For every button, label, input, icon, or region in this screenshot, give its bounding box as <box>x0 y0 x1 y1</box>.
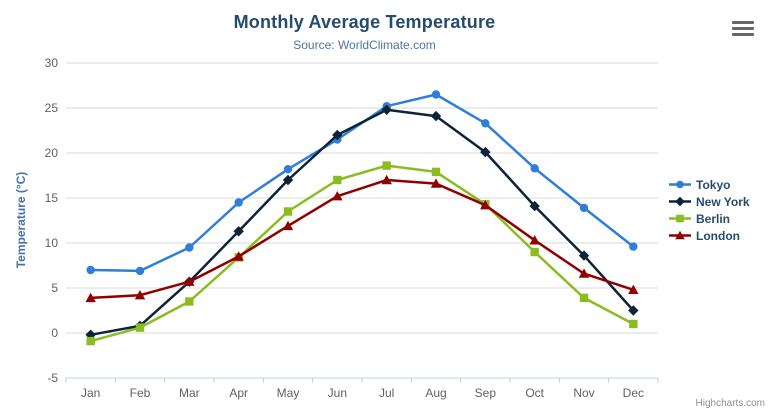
marker-london[interactable] <box>134 290 146 300</box>
hamburger-icon <box>732 27 754 30</box>
marker-tokyo[interactable] <box>431 90 441 99</box>
legend-marker-london[interactable] <box>675 230 685 240</box>
marker-tokyo[interactable] <box>481 119 490 128</box>
marker-new-york[interactable] <box>381 104 392 115</box>
credits-link[interactable]: Highcharts.com <box>695 398 765 409</box>
legend-label: New York <box>696 194 750 209</box>
chart-subtitle: Source: WorldClimate.com <box>293 38 436 52</box>
series-line-tokyo <box>89 93 635 273</box>
legend-marker-icon <box>669 196 691 207</box>
marker-berlin[interactable] <box>530 247 539 257</box>
y-axis-tick-label: 30 <box>45 56 59 70</box>
y-axis-tick-label: 10 <box>45 236 59 250</box>
x-axis-tick-label: Apr <box>229 386 248 400</box>
legend-item-new-york[interactable]: New York <box>669 193 750 210</box>
marker-new-york[interactable] <box>578 250 590 261</box>
x-axis-tick-label: Jul <box>379 386 394 400</box>
y-axis-tick-label: 20 <box>45 146 59 160</box>
y-axis-tick-label: 15 <box>45 191 59 205</box>
marker-new-york[interactable] <box>233 226 244 237</box>
marker-new-york[interactable] <box>480 146 491 158</box>
marker-tokyo[interactable] <box>185 243 194 252</box>
x-axis-tick-label: Aug <box>425 386 446 400</box>
marker-berlin[interactable] <box>431 167 441 177</box>
marker-london[interactable] <box>578 268 590 278</box>
marker-london[interactable] <box>85 292 96 303</box>
marker-berlin[interactable] <box>333 175 342 185</box>
legend-marker-icon <box>669 230 691 240</box>
x-axis-tick-label: Dec <box>623 386 644 400</box>
legend-marker-icon <box>669 180 691 189</box>
marker-new-york[interactable] <box>282 174 294 186</box>
chart-title: Monthly Average Temperature <box>233 12 496 32</box>
x-axis-tick-label: Nov <box>573 386 594 400</box>
marker-berlin[interactable] <box>629 319 638 329</box>
marker-london[interactable] <box>233 251 244 261</box>
series-line-berlin <box>89 164 635 343</box>
marker-london[interactable] <box>529 235 540 245</box>
marker-london[interactable] <box>628 284 639 294</box>
x-axis-tick-label: Mar <box>179 386 200 400</box>
series-line-new-york <box>89 108 635 337</box>
x-axis-tick-label: Oct <box>525 386 544 400</box>
legend-label: London <box>696 228 740 243</box>
marker-berlin[interactable] <box>382 161 391 170</box>
x-axis-tick-label: Sep <box>475 386 497 400</box>
marker-london[interactable] <box>381 174 392 185</box>
marker-berlin[interactable] <box>283 207 293 216</box>
legend: Tokyo New York Berlin London <box>669 176 750 244</box>
marker-tokyo[interactable] <box>234 198 243 207</box>
marker-london[interactable] <box>282 220 294 231</box>
marker-berlin[interactable] <box>135 323 145 332</box>
marker-tokyo[interactable] <box>629 242 638 251</box>
legend-marker-icon <box>669 214 691 223</box>
marker-new-york[interactable] <box>430 110 442 122</box>
y-axis-tick-label: 25 <box>45 101 59 115</box>
marker-tokyo[interactable] <box>135 266 145 276</box>
marker-london[interactable] <box>430 178 442 188</box>
legend-marker-tokyo[interactable] <box>676 180 684 189</box>
marker-london[interactable] <box>332 191 343 201</box>
hamburger-icon <box>732 21 754 24</box>
export-menu-button[interactable] <box>731 20 755 37</box>
x-axis-tick-label: Jan <box>81 386 100 400</box>
legend-label: Berlin <box>696 211 731 226</box>
marker-berlin[interactable] <box>185 297 194 306</box>
legend-marker-berlin[interactable] <box>676 214 684 223</box>
legend-label: Tokyo <box>696 177 731 192</box>
marker-london[interactable] <box>480 200 491 210</box>
y-axis-title: Temperature (°C) <box>14 171 28 269</box>
y-axis-tick-label: -5 <box>47 371 58 385</box>
marker-berlin[interactable] <box>579 293 589 303</box>
marker-tokyo[interactable] <box>86 265 95 275</box>
legend-item-london[interactable]: London <box>669 227 750 244</box>
marker-tokyo[interactable] <box>530 164 539 173</box>
marker-london[interactable] <box>184 276 195 286</box>
y-axis-tick-label: 0 <box>51 326 58 340</box>
series-line-london <box>89 178 635 300</box>
hamburger-icon <box>732 33 754 36</box>
legend-marker-new-york[interactable] <box>675 196 685 207</box>
legend-item-berlin[interactable]: Berlin <box>669 210 750 227</box>
x-axis-tick-label: Feb <box>130 386 151 400</box>
marker-new-york[interactable] <box>332 129 343 141</box>
marker-berlin[interactable] <box>86 336 95 346</box>
y-axis-tick-label: 5 <box>51 281 58 295</box>
marker-new-york[interactable] <box>628 305 639 316</box>
marker-tokyo[interactable] <box>283 165 293 174</box>
marker-tokyo[interactable] <box>579 203 589 213</box>
marker-new-york[interactable] <box>529 200 540 212</box>
x-axis-tick-label: May <box>277 386 300 400</box>
x-axis-tick-label: Jun <box>328 386 347 400</box>
legend-item-tokyo[interactable]: Tokyo <box>669 176 750 193</box>
chart-header: Monthly Average Temperature Source: Worl… <box>0 12 729 52</box>
